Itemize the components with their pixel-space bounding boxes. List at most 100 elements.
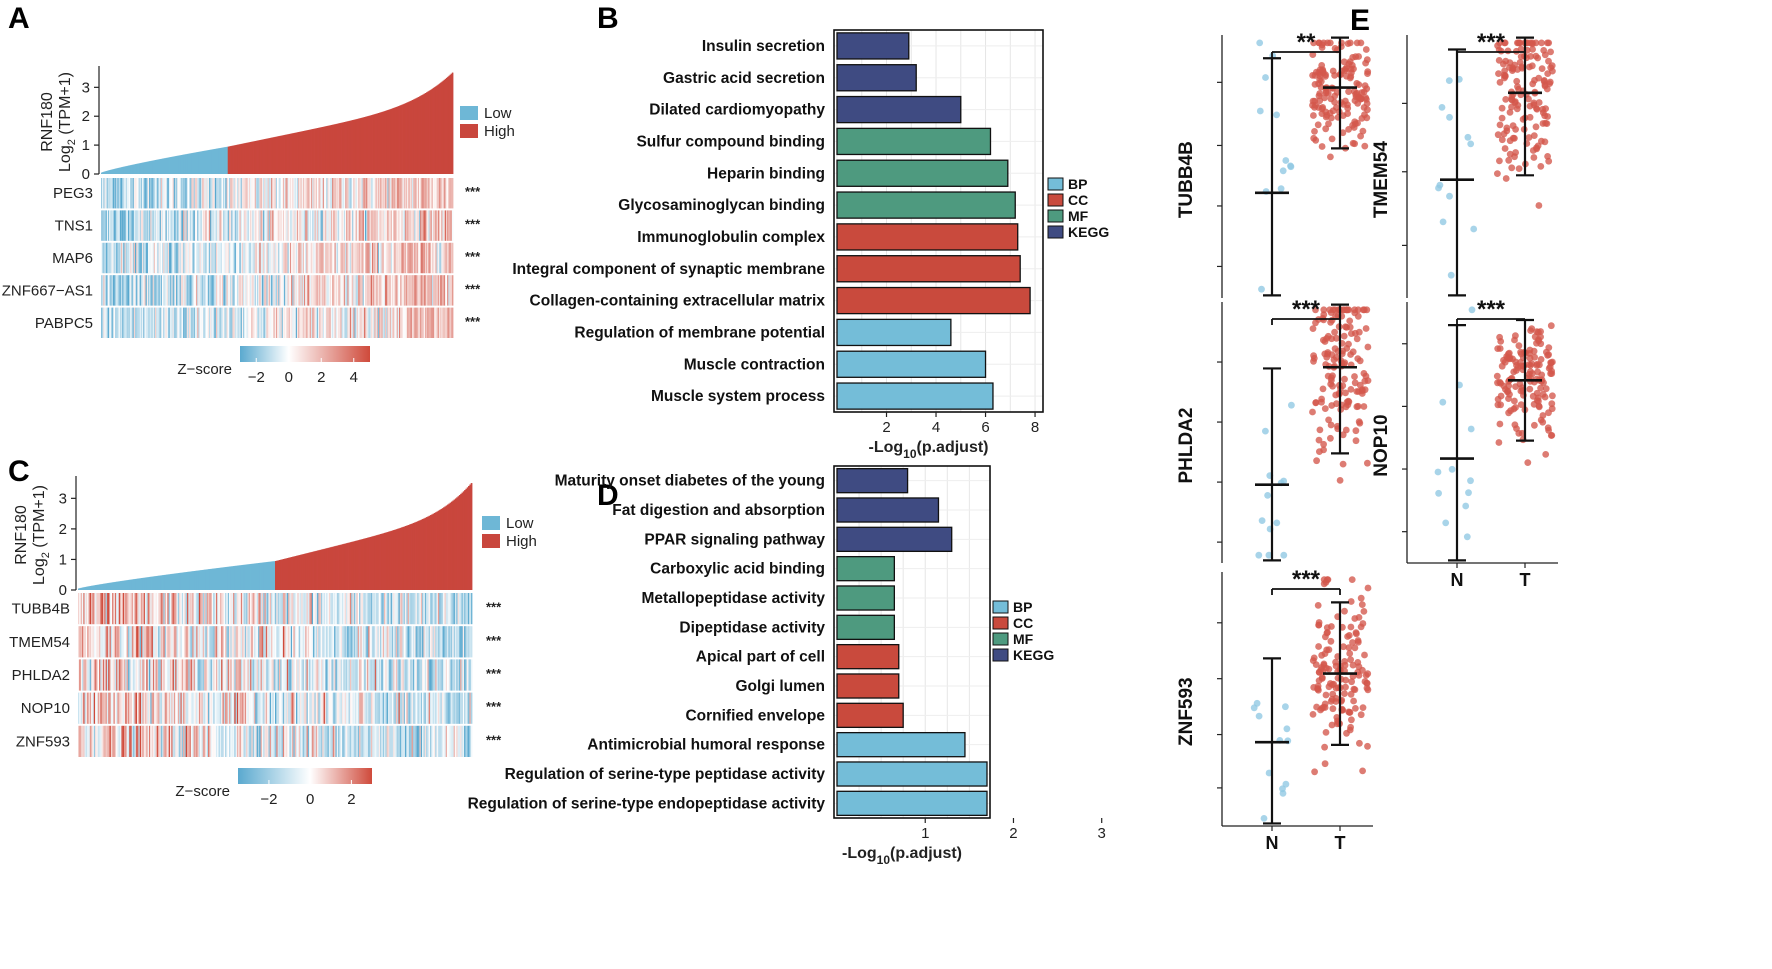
heatmap-cell	[200, 178, 203, 209]
heatmap-cell	[164, 725, 167, 757]
heatmap-cell	[328, 692, 331, 724]
heatmap-cell	[377, 659, 380, 691]
heatmap-cell	[403, 307, 406, 338]
heatmap-cell	[181, 626, 184, 658]
expression-bar	[369, 536, 372, 590]
heatmap-cell	[235, 659, 238, 691]
heatmap-cell	[401, 210, 403, 241]
term-label: Regulation of membrane potential	[574, 324, 825, 341]
data-point-t	[1342, 426, 1350, 434]
heatmap-cell	[464, 692, 466, 724]
expression-bar	[147, 577, 150, 590]
heatmap-cell	[232, 307, 234, 338]
data-point-t	[1347, 386, 1355, 393]
expression-bar	[176, 155, 178, 174]
heatmap-cell	[164, 593, 167, 625]
heatmap-cell	[356, 242, 359, 274]
heatmap-cell	[445, 242, 448, 274]
heatmap-cell	[401, 626, 403, 658]
heatmap-cell	[428, 626, 431, 658]
heatmap-cell	[460, 593, 462, 625]
legend-swatch-low	[460, 106, 478, 120]
heatmap-cell	[142, 692, 145, 724]
heatmap-cell	[223, 659, 226, 691]
expression-bar	[199, 151, 202, 174]
expression-bar	[428, 515, 431, 590]
heatmap-cell	[149, 307, 151, 338]
heatmap-cell	[347, 659, 349, 691]
heatmap-cell	[447, 659, 449, 691]
heatmap-cell	[135, 593, 138, 625]
heatmap-cell	[147, 626, 150, 658]
expression-bar	[387, 109, 389, 174]
heatmap-cell	[137, 626, 139, 658]
heatmap-cell	[137, 659, 139, 691]
expression-bar	[190, 571, 193, 590]
heatmap-cell	[363, 275, 366, 306]
heatmap-cell	[263, 593, 265, 625]
heatmap-cell	[248, 242, 251, 274]
heatmap-cell	[87, 659, 89, 691]
heatmap-cell	[454, 692, 457, 724]
heatmap-cell	[466, 659, 469, 691]
expression-bar	[300, 131, 303, 174]
heatmap-cell	[206, 725, 209, 757]
data-point-t	[1344, 633, 1351, 640]
expression-bar	[265, 138, 267, 174]
heatmap-cell	[175, 659, 177, 691]
heatmap-cell	[403, 659, 406, 691]
heatmap-cell	[264, 659, 267, 691]
heatmap-cell	[461, 725, 464, 757]
expression-bar	[162, 158, 164, 174]
expression-bar	[415, 521, 418, 590]
heatmap-cell	[445, 626, 448, 658]
data-point-n	[1282, 703, 1289, 711]
heatmap-cell	[289, 626, 292, 658]
expression-bar	[305, 130, 307, 174]
term-label: Gastric acid secretion	[663, 70, 825, 87]
heatmap-cell	[229, 725, 231, 757]
heatmap-cell	[436, 593, 439, 625]
heatmap-cell	[301, 725, 303, 757]
heatmap-cell	[256, 626, 259, 658]
heatmap-cell	[404, 242, 407, 274]
expression-bar	[200, 570, 202, 590]
expression-bar	[117, 581, 120, 590]
expression-bar	[271, 137, 273, 174]
heatmap-cell	[374, 659, 377, 691]
expression-bar	[353, 541, 356, 590]
heatmap-cell	[400, 178, 402, 209]
heatmap-cell	[422, 210, 425, 241]
data-point-t	[1517, 53, 1525, 60]
heatmap-cell	[373, 593, 376, 625]
heatmap-cell	[93, 593, 96, 625]
data-point-t	[1358, 390, 1366, 397]
heatmap-cell	[189, 307, 191, 338]
heatmap-cell	[215, 275, 218, 306]
heatmap-cell	[340, 659, 343, 691]
heatmap-cell	[151, 659, 154, 691]
heatmap-cell	[410, 242, 413, 274]
heatmap-cell	[442, 275, 445, 306]
heatmap-cell	[158, 210, 161, 241]
heatmap-cell	[398, 593, 401, 625]
heatmap-cell	[338, 593, 340, 625]
heatmap-cell	[235, 275, 238, 306]
heatmap-cell	[275, 659, 277, 691]
heatmap-cell	[409, 210, 412, 241]
heatmap-cell	[165, 307, 168, 338]
heatmap-cell	[368, 210, 371, 241]
heatmap-cell	[164, 275, 166, 306]
heatmap-cell	[210, 242, 212, 274]
data-point-t	[1494, 379, 1501, 387]
heatmap-cell	[311, 178, 313, 209]
heatmap-cell	[294, 593, 297, 625]
data-point-n	[1442, 519, 1450, 527]
heatmap-cell	[139, 659, 142, 691]
heatmap-cell	[210, 659, 213, 691]
heatmap-cell	[198, 307, 200, 338]
heatmap-cell	[160, 242, 163, 274]
heatmap-cell	[315, 725, 318, 757]
heatmap-cell	[264, 210, 266, 241]
heatmap-cell	[209, 725, 212, 757]
